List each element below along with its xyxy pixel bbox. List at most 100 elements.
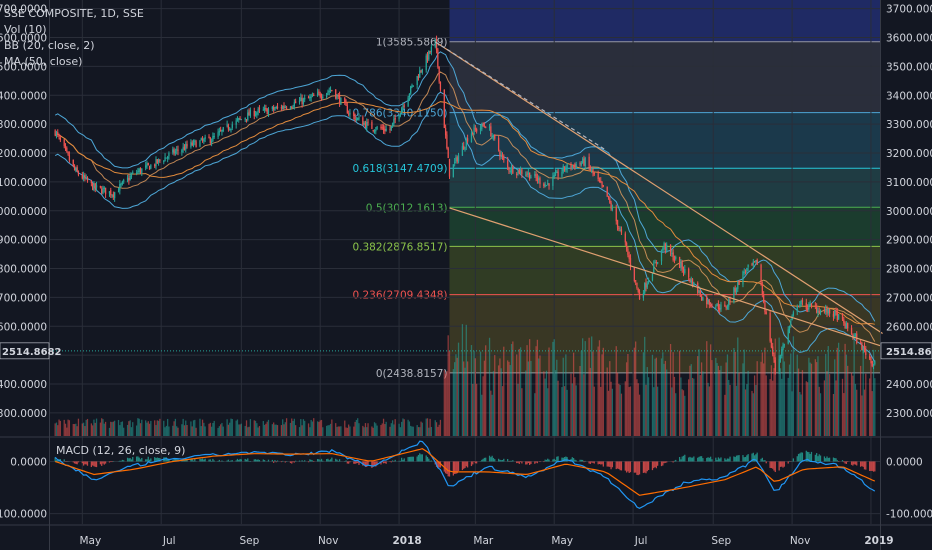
candle-body <box>790 321 792 326</box>
volume-bar <box>292 420 294 436</box>
volume-bar <box>673 376 676 436</box>
macd-histogram-bar <box>601 461 603 465</box>
macd-histogram-bar <box>137 456 139 462</box>
candle-body <box>466 138 469 142</box>
macd-histogram-bar <box>282 460 284 462</box>
macd-histogram-bar <box>371 461 373 468</box>
candle-body <box>483 125 486 127</box>
y-tick-label-left: 2300.0000 <box>0 408 47 420</box>
volume-bar <box>141 419 143 436</box>
y-tick-label-right: 2600.0000 <box>886 321 932 333</box>
candle-body <box>231 124 233 129</box>
candle-body <box>593 172 595 175</box>
volume-bar <box>240 423 242 436</box>
volume-bar <box>788 364 791 436</box>
volume-bar <box>102 419 104 436</box>
macd-histogram-bar <box>329 459 332 462</box>
macd-histogram-bar <box>204 458 206 462</box>
macd-histogram-bar <box>403 458 405 462</box>
macd-histogram-bar <box>859 461 862 467</box>
macd-histogram-bar <box>239 458 241 462</box>
macd-histogram-bar <box>284 461 286 463</box>
y-tick-label-right: 3100.0000 <box>886 177 932 189</box>
candle-body <box>664 243 667 250</box>
candle-body <box>770 339 773 348</box>
candle-body <box>67 151 69 155</box>
x-tick-label: Mar <box>473 535 493 547</box>
macd-histogram-bar <box>763 460 765 462</box>
candle-body <box>602 185 604 187</box>
macd-histogram-bar <box>530 461 532 464</box>
candle-body <box>331 90 333 92</box>
macd-histogram-bar <box>629 461 632 473</box>
macd-histogram-bar <box>706 457 708 462</box>
volume-bar <box>274 424 276 436</box>
volume-bar <box>335 423 337 436</box>
volume-bar <box>358 423 360 436</box>
volume-bar <box>715 357 717 436</box>
indicator-ma[interactable]: MA (50, close) <box>4 55 83 68</box>
candle-body <box>725 306 727 309</box>
volume-bar <box>660 358 663 436</box>
volume-bar <box>556 359 558 436</box>
y-tick-label-right: 3400.0000 <box>886 90 932 102</box>
macd-histogram-bar <box>463 461 465 469</box>
y-tick-label-left: 3300.0000 <box>0 119 47 131</box>
candle-body <box>500 154 502 156</box>
candle-body <box>781 349 783 356</box>
candle-body <box>304 97 306 100</box>
volume-bar <box>870 359 872 436</box>
macd-histogram-bar <box>691 457 694 462</box>
macd-histogram-bar <box>609 461 611 467</box>
volume-bar <box>711 360 713 436</box>
volume-bar <box>737 337 739 436</box>
y-tick-label-left: 3500.0000 <box>0 61 47 73</box>
candle-body <box>276 106 279 108</box>
indicator-bb[interactable]: BB (20, close, 2) <box>4 39 95 52</box>
candle-body <box>464 146 466 150</box>
macd-histogram-bar <box>240 459 242 462</box>
candle-body <box>854 334 857 336</box>
indicator-vol[interactable]: Vol (10) <box>4 23 47 36</box>
macd-histogram-bar <box>209 459 211 462</box>
macd-histogram-bar <box>752 452 754 462</box>
macd-histogram-bar <box>111 461 113 463</box>
macd-histogram-bar <box>688 457 690 462</box>
candle-body <box>562 165 564 172</box>
candle-body <box>240 119 242 121</box>
volume-bar <box>536 339 539 436</box>
volume-bar <box>182 418 184 436</box>
macd-histogram-bar <box>814 454 816 462</box>
macd-histogram-bar <box>580 459 582 462</box>
volume-bar <box>217 427 219 436</box>
macd-histogram-bar <box>141 457 143 462</box>
macd-histogram-bar <box>408 456 411 462</box>
candle-body <box>744 271 747 273</box>
volume-bar <box>473 350 475 436</box>
candle-body <box>806 307 809 309</box>
candle-body <box>552 176 554 186</box>
volume-bar <box>203 422 205 436</box>
macd-histogram-bar <box>221 460 223 462</box>
volume-bar <box>862 349 864 436</box>
candle-body <box>638 292 641 299</box>
candle-body <box>129 175 131 180</box>
macd-histogram-bar <box>63 459 65 462</box>
macd-histogram-bar <box>572 458 575 462</box>
volume-bar <box>761 352 763 436</box>
candle-body <box>580 162 582 165</box>
macd-histogram-bar <box>419 453 421 462</box>
volume-bar <box>311 421 314 436</box>
macd-histogram-bar <box>644 461 646 473</box>
candle-body <box>159 159 161 161</box>
candle-body <box>554 172 557 176</box>
macd-histogram-bar <box>843 461 845 463</box>
volume-bar <box>684 395 686 436</box>
macd-histogram-bar <box>235 460 237 462</box>
volume-bar <box>236 419 239 436</box>
macd-legend[interactable]: MACD (12, 26, close, 9) <box>56 444 186 457</box>
candle-body <box>662 248 664 251</box>
candle-body <box>635 280 637 282</box>
volume-bar <box>539 355 541 436</box>
